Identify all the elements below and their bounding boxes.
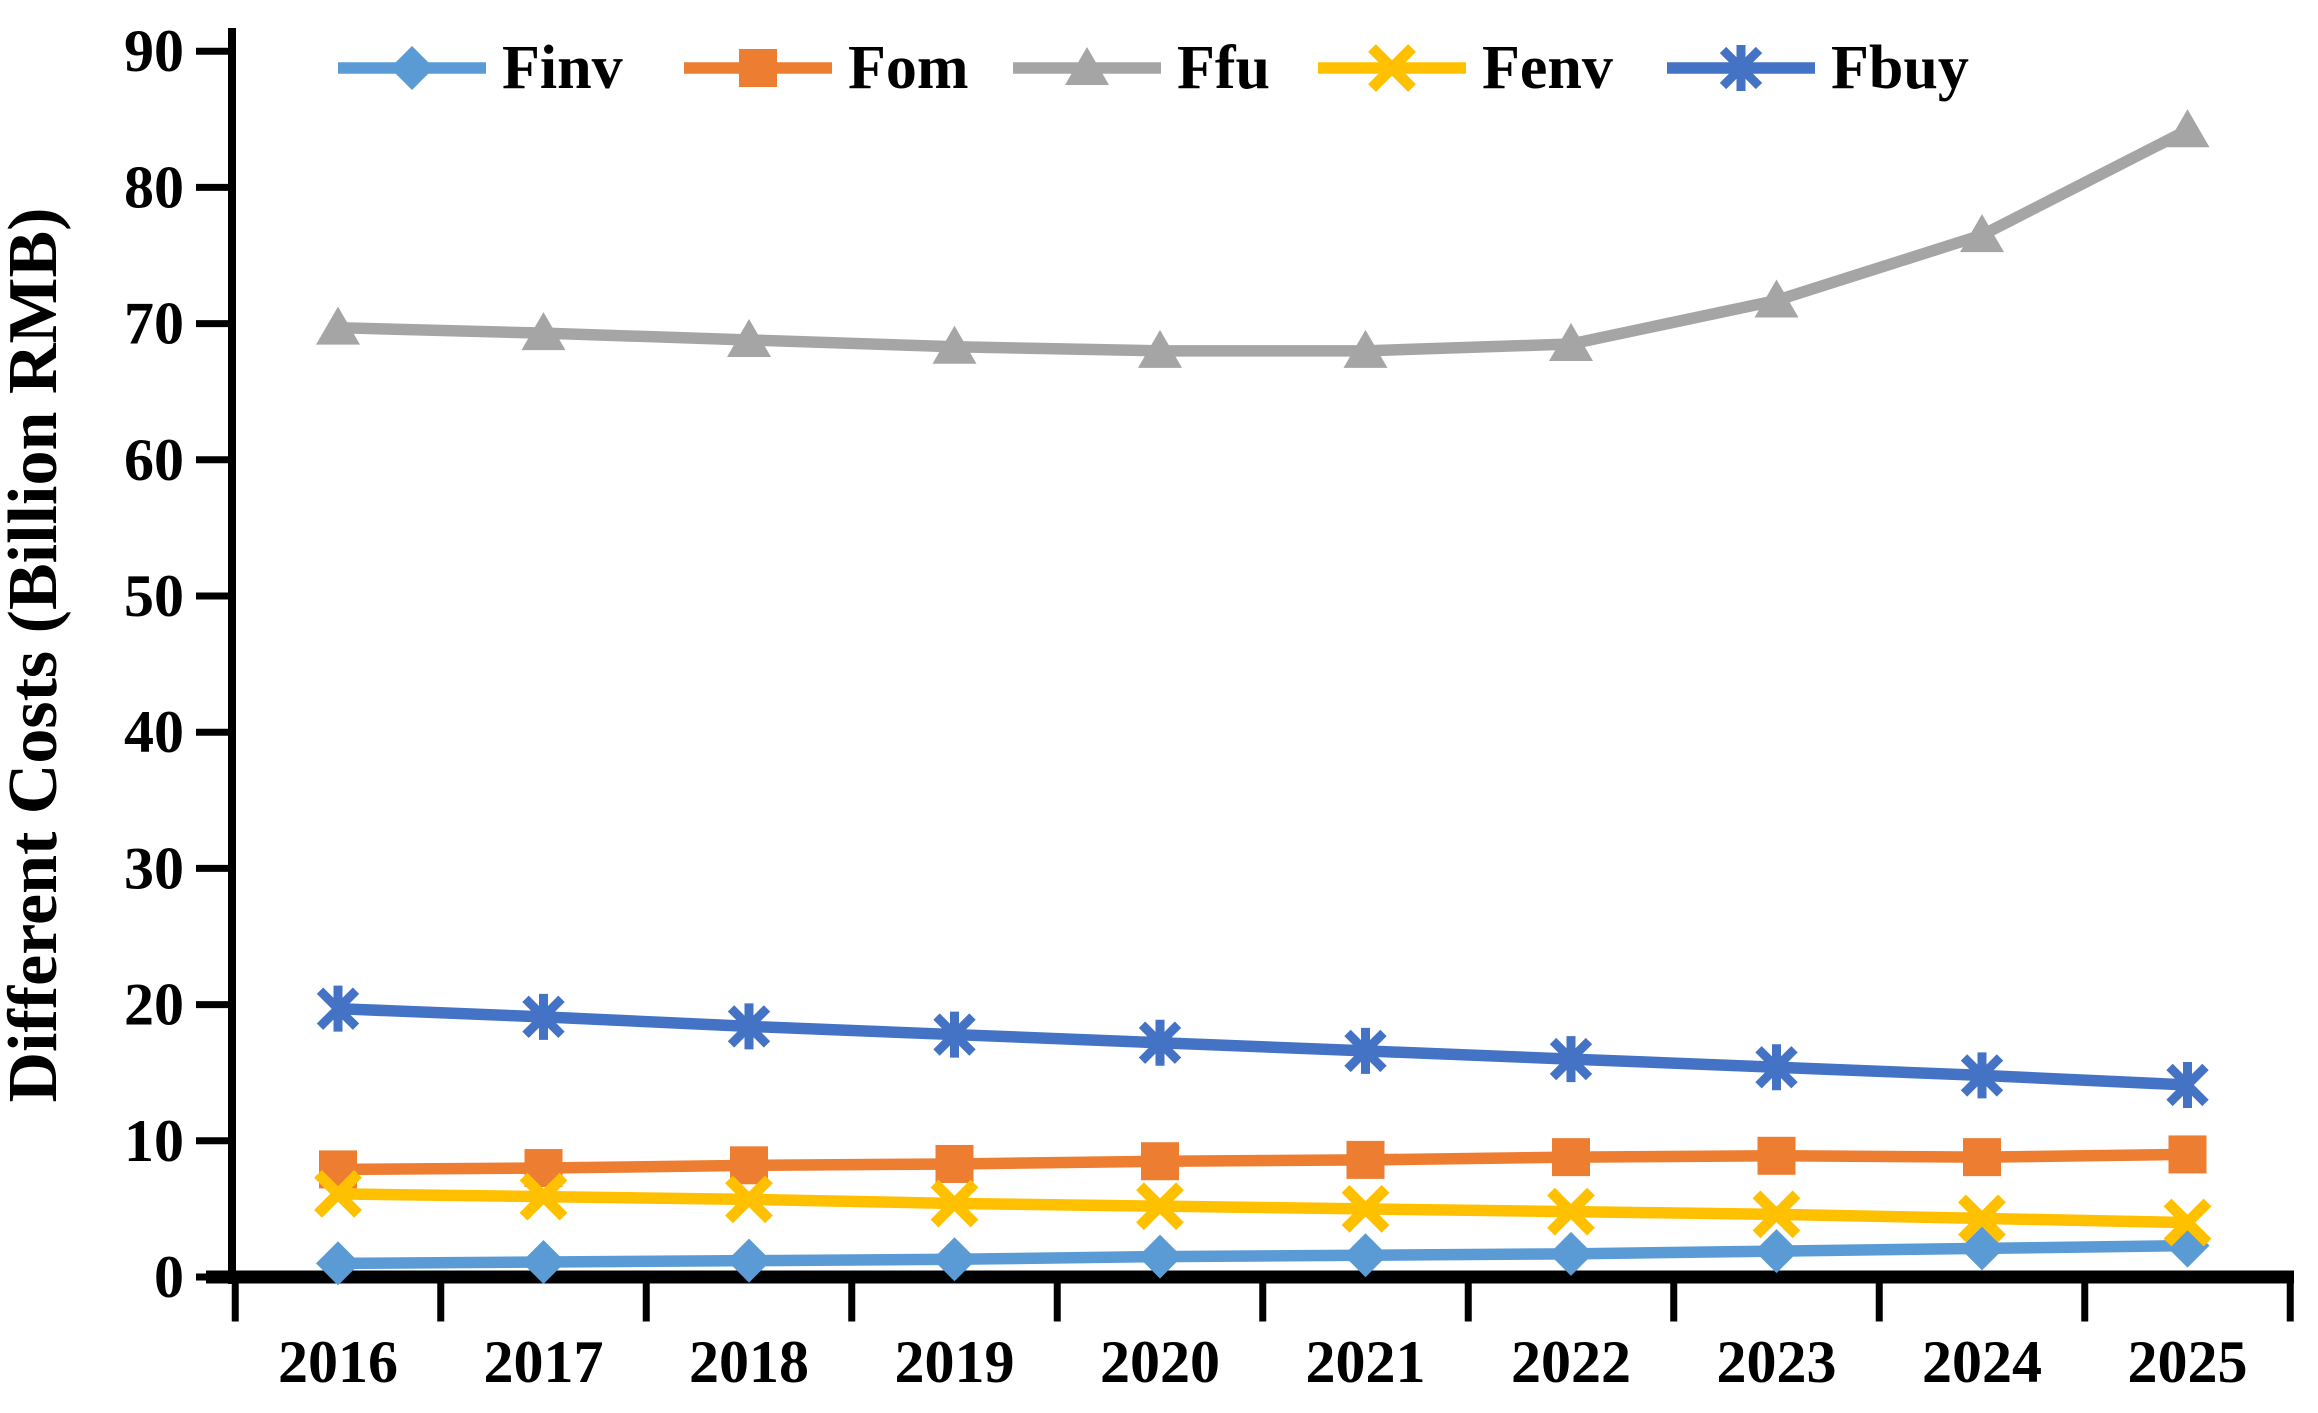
data-point-marker (519, 1172, 568, 1221)
data-point-marker (1341, 1185, 1390, 1233)
x-tick-label: 2016 (278, 1329, 398, 1395)
data-point-marker (1960, 214, 2004, 253)
y-tick-label: 50 (124, 563, 184, 629)
data-point-marker (730, 1146, 768, 1185)
x-tick-label: 2025 (2128, 1329, 2248, 1395)
data-point-marker (932, 325, 977, 364)
data-point-marker (1960, 1052, 2004, 1099)
data-point-marker (1138, 1019, 1182, 1066)
y-tick-label: 80 (124, 154, 184, 220)
data-point-marker (1960, 1226, 2004, 1271)
data-point-marker (1138, 1234, 1182, 1279)
series-line (337, 1002, 2188, 1091)
data-point-marker (727, 1003, 771, 1050)
data-point-marker (1549, 323, 1593, 362)
data-point-marker (1065, 47, 1109, 85)
data-point-marker (1547, 1187, 1595, 1236)
y-tick-label: 70 (124, 291, 184, 357)
data-series-group (314, 109, 2212, 1286)
y-tick-label: 90 (124, 18, 184, 84)
data-point-marker (314, 1170, 362, 1218)
y-axis-title: Different Costs (Billion RMB) (0, 208, 72, 1103)
series-Finv (316, 1223, 2210, 1286)
x-tick-label: 2022 (1511, 1329, 1631, 1395)
data-point-marker (739, 49, 777, 87)
series-Fenv (314, 1170, 2212, 1247)
legend-label: Fom (848, 34, 969, 102)
data-point-marker (1755, 1044, 1798, 1091)
data-point-marker (1958, 1194, 2006, 1243)
data-point-marker (1549, 1231, 1593, 1276)
data-point-marker (727, 1238, 771, 1283)
x-tick-label: 2020 (1100, 1329, 1220, 1395)
data-point-marker (1346, 1140, 1385, 1179)
series-line (337, 1239, 2188, 1270)
data-point-marker (933, 1011, 976, 1058)
data-point-marker (2168, 1135, 2207, 1174)
legend-label: Fenv (1482, 34, 1613, 102)
data-point-marker (1344, 1027, 1387, 1074)
data-point-marker (1752, 1190, 1801, 1239)
legend-label: Ffu (1177, 34, 1270, 102)
axes: 0 10 20 30 40 50 60 70 80 90 2016 2017 2018 2019 2020 2… (124, 18, 2294, 1395)
data-point-marker (1343, 329, 1388, 368)
series-Ffu (316, 109, 2210, 368)
data-point-marker (521, 1240, 566, 1285)
data-point-marker (521, 312, 566, 351)
data-point-marker (1141, 1142, 1179, 1181)
y-tick-label: 30 (124, 835, 184, 901)
series-line (337, 1188, 2188, 1229)
x-tick-label: 2024 (1922, 1329, 2042, 1395)
legend-entry-Ffu: Ffu (1013, 34, 1270, 102)
data-point-marker (1719, 45, 1763, 91)
series-line (337, 1148, 2188, 1176)
legend-entry-Fom: Fom (684, 34, 969, 102)
data-point-marker (1963, 1138, 2001, 1177)
data-point-marker (1552, 1138, 1590, 1177)
data-point-marker (522, 993, 565, 1040)
data-point-marker (1754, 1229, 1799, 1274)
series-Fbuy (316, 985, 2209, 1108)
data-point-marker (390, 46, 434, 90)
y-tick-label: 0 (154, 1244, 184, 1310)
data-point-marker (2165, 109, 2210, 148)
x-tick-label: 2018 (689, 1329, 809, 1395)
x-tick-label: 2017 (484, 1329, 604, 1395)
data-point-marker (1754, 279, 1799, 318)
legend-entry-Fenv: Fenv (1318, 34, 1613, 102)
data-point-marker (1343, 1233, 1388, 1278)
y-tick-label: 40 (124, 699, 184, 765)
data-point-marker (2166, 1061, 2209, 1108)
data-point-marker (1757, 1136, 1796, 1175)
data-point-marker (2163, 1198, 2212, 1247)
data-point-marker (316, 985, 360, 1032)
legend: Finv Fom Ffu Fenv Fbuy (338, 34, 1969, 102)
data-point-marker (316, 1241, 360, 1286)
data-point-marker (725, 1175, 773, 1224)
legend-label: Fbuy (1831, 34, 1969, 102)
data-point-marker (727, 318, 771, 357)
data-point-marker (930, 1179, 979, 1228)
y-tick-label: 10 (124, 1108, 184, 1174)
x-tick-label: 2023 (1717, 1329, 1837, 1395)
x-tick-label: 2021 (1306, 1329, 1426, 1395)
x-tick-label: 2019 (895, 1329, 1015, 1395)
y-tick-label: 60 (124, 427, 184, 493)
data-point-marker (1549, 1036, 1593, 1083)
legend-entry-Finv: Finv (338, 34, 623, 102)
series-Fom (319, 1135, 2207, 1189)
series-line (337, 125, 2191, 357)
data-point-marker (1368, 44, 1416, 92)
data-point-marker (316, 306, 360, 345)
data-point-marker (932, 1237, 977, 1282)
legend-entry-Fbuy: Fbuy (1667, 34, 1969, 102)
data-point-marker (935, 1144, 974, 1183)
data-point-marker (1138, 329, 1182, 368)
data-point-marker (1136, 1182, 1184, 1231)
legend-label: Finv (502, 34, 623, 102)
y-tick-label: 20 (124, 972, 184, 1038)
